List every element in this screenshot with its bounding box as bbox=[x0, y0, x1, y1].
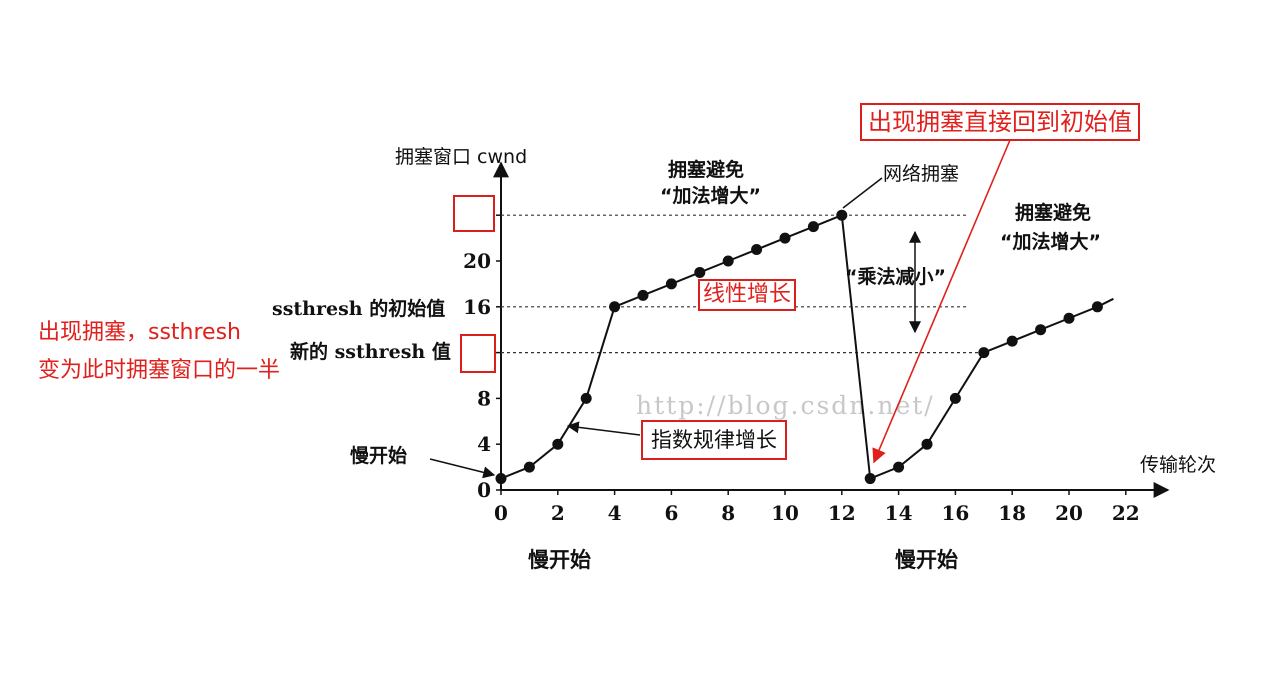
bottom-slow-start-2: 慢开始 bbox=[895, 548, 958, 572]
x-tick-label: 20 bbox=[1055, 501, 1083, 525]
y-tick-label: 20 bbox=[463, 249, 491, 273]
data-point bbox=[722, 255, 734, 267]
ca-sub-1: “加法增大” bbox=[660, 184, 761, 207]
x-tick-label: 0 bbox=[494, 501, 508, 525]
data-point bbox=[523, 461, 535, 473]
data-point bbox=[609, 301, 621, 313]
top-note-text: 出现拥塞直接回到初始值 bbox=[868, 108, 1132, 136]
congestion-pointer bbox=[842, 177, 883, 209]
data-point bbox=[665, 278, 677, 290]
linear-growth-box: 线性增长 bbox=[698, 279, 797, 311]
slow-start-left-label: 慢开始 bbox=[350, 444, 407, 467]
x-tick-label: 4 bbox=[608, 501, 622, 525]
multiplicative-label: “乘法减小” bbox=[845, 265, 946, 288]
x-tick-label: 18 bbox=[998, 501, 1026, 525]
y-tick-label: 0 bbox=[477, 478, 491, 502]
x-tick-labels: 0 2 4 6 8 10 12 14 16 18 20 22 bbox=[494, 490, 1140, 525]
congestion-label: 网络拥塞 bbox=[883, 163, 959, 185]
y-tick-label: 16 bbox=[463, 295, 491, 319]
x-tick-label: 12 bbox=[828, 501, 856, 525]
x-tick-label: 10 bbox=[771, 501, 799, 525]
left-note-line2: 变为此时拥塞窗口的一半 bbox=[38, 358, 281, 383]
x-tick-label: 16 bbox=[941, 501, 969, 525]
data-point bbox=[637, 289, 649, 301]
ca-title-2: 拥塞避免 bbox=[1015, 201, 1091, 224]
ssthresh-initial-label: ssthresh 的初始值 bbox=[272, 297, 445, 320]
top-note-box: 出现拥塞直接回到初始值 bbox=[860, 103, 1140, 141]
x-tick-label: 14 bbox=[885, 501, 913, 525]
x-tick-label: 8 bbox=[721, 501, 735, 525]
data-point bbox=[836, 209, 848, 221]
x-axis-label: 传输轮次 bbox=[1140, 454, 1216, 476]
data-point bbox=[921, 438, 933, 450]
data-point bbox=[864, 473, 876, 485]
data-point bbox=[893, 461, 905, 473]
data-point bbox=[552, 438, 564, 450]
ssthresh-new-label: 新的 ssthresh 值 bbox=[290, 340, 451, 363]
y-axis-label: 拥塞窗口 cwnd bbox=[395, 146, 527, 168]
data-point bbox=[978, 347, 990, 359]
left-note: 出现拥塞，ssthresh 变为此时拥塞窗口的一半 bbox=[38, 314, 280, 390]
y-tick-label: 8 bbox=[477, 386, 491, 410]
bottom-slow-start-1: 慢开始 bbox=[528, 548, 591, 572]
data-point bbox=[949, 392, 961, 404]
exp-growth-text: 指数规律增长 bbox=[651, 428, 777, 452]
x-tick-label: 2 bbox=[551, 501, 565, 525]
tick-12-highlight bbox=[460, 334, 496, 373]
tick-24-highlight bbox=[453, 195, 495, 232]
data-point bbox=[1063, 312, 1075, 324]
series-tail bbox=[1096, 297, 1114, 308]
data-point bbox=[1006, 335, 1018, 347]
data-point bbox=[1035, 324, 1047, 336]
red-arrow bbox=[872, 139, 1011, 464]
slow-start-left-arrow bbox=[429, 458, 496, 479]
x-tick-label: 22 bbox=[1112, 501, 1140, 525]
y-tick-label: 4 bbox=[477, 432, 491, 456]
x-tick-label: 6 bbox=[664, 501, 678, 525]
data-point bbox=[779, 232, 791, 244]
watermark: http://blog.csdn.net/ bbox=[636, 391, 935, 420]
data-point bbox=[751, 244, 763, 256]
linear-growth-text: 线性增长 bbox=[703, 282, 792, 307]
data-point bbox=[580, 392, 592, 404]
reference-lines bbox=[501, 214, 984, 354]
ca-title-1: 拥塞避免 bbox=[668, 158, 744, 181]
data-point bbox=[694, 266, 706, 278]
exp-growth-box: 指数规律增长 bbox=[641, 420, 787, 460]
series-line bbox=[500, 213, 1098, 480]
series-cwnd bbox=[495, 209, 1114, 485]
exp-pointer-arrow bbox=[566, 421, 641, 436]
left-note-line1: 出现拥塞，ssthresh bbox=[38, 320, 241, 345]
data-point bbox=[495, 473, 507, 485]
ca-sub-2: “加法增大” bbox=[1000, 230, 1101, 253]
data-point bbox=[807, 221, 819, 233]
